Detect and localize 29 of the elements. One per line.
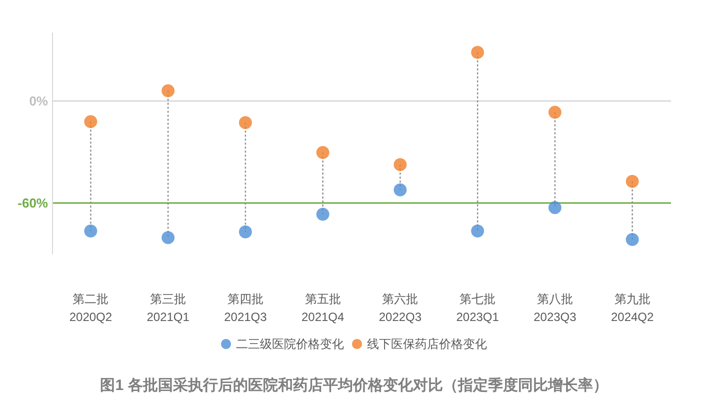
x-tick-label: 第六批 2022Q3 <box>378 292 422 324</box>
caption: 图1 各批国采执行后的医院和药店平均价格变化对比（指定季度同比增长率） <box>100 376 608 394</box>
x-tick-label: 第二批 2020Q2 <box>69 292 112 324</box>
x-tick-label: 第九批 2024Q2 <box>610 292 654 324</box>
x-tick-label: 第三批 2021Q1 <box>146 292 190 324</box>
point <box>548 106 562 119</box>
point <box>394 158 407 172</box>
point <box>162 84 175 98</box>
point <box>548 201 562 214</box>
x-tick-label: 第五批 2021Q4 <box>301 292 344 324</box>
point <box>238 225 252 238</box>
point <box>471 224 484 238</box>
point <box>471 46 484 59</box>
y-tick-label: -60% <box>18 196 48 210</box>
point <box>394 183 407 196</box>
x-tick-label: 第四批 2021Q3 <box>224 292 268 324</box>
x-tick-label: 第七批 2023Q1 <box>456 292 500 324</box>
point <box>162 231 175 244</box>
point <box>84 224 98 238</box>
y-tick-label: 0% <box>29 94 48 108</box>
point <box>316 208 330 221</box>
x-tick-label: 第八批 2023Q3 <box>534 292 577 324</box>
point <box>626 174 639 188</box>
legend-label: 线下医保药店价格变化 <box>367 337 487 351</box>
legend-label: 二三级医院价格变化 <box>236 337 344 351</box>
point <box>238 116 252 130</box>
point <box>84 115 98 128</box>
point <box>626 233 639 246</box>
point <box>316 146 330 160</box>
